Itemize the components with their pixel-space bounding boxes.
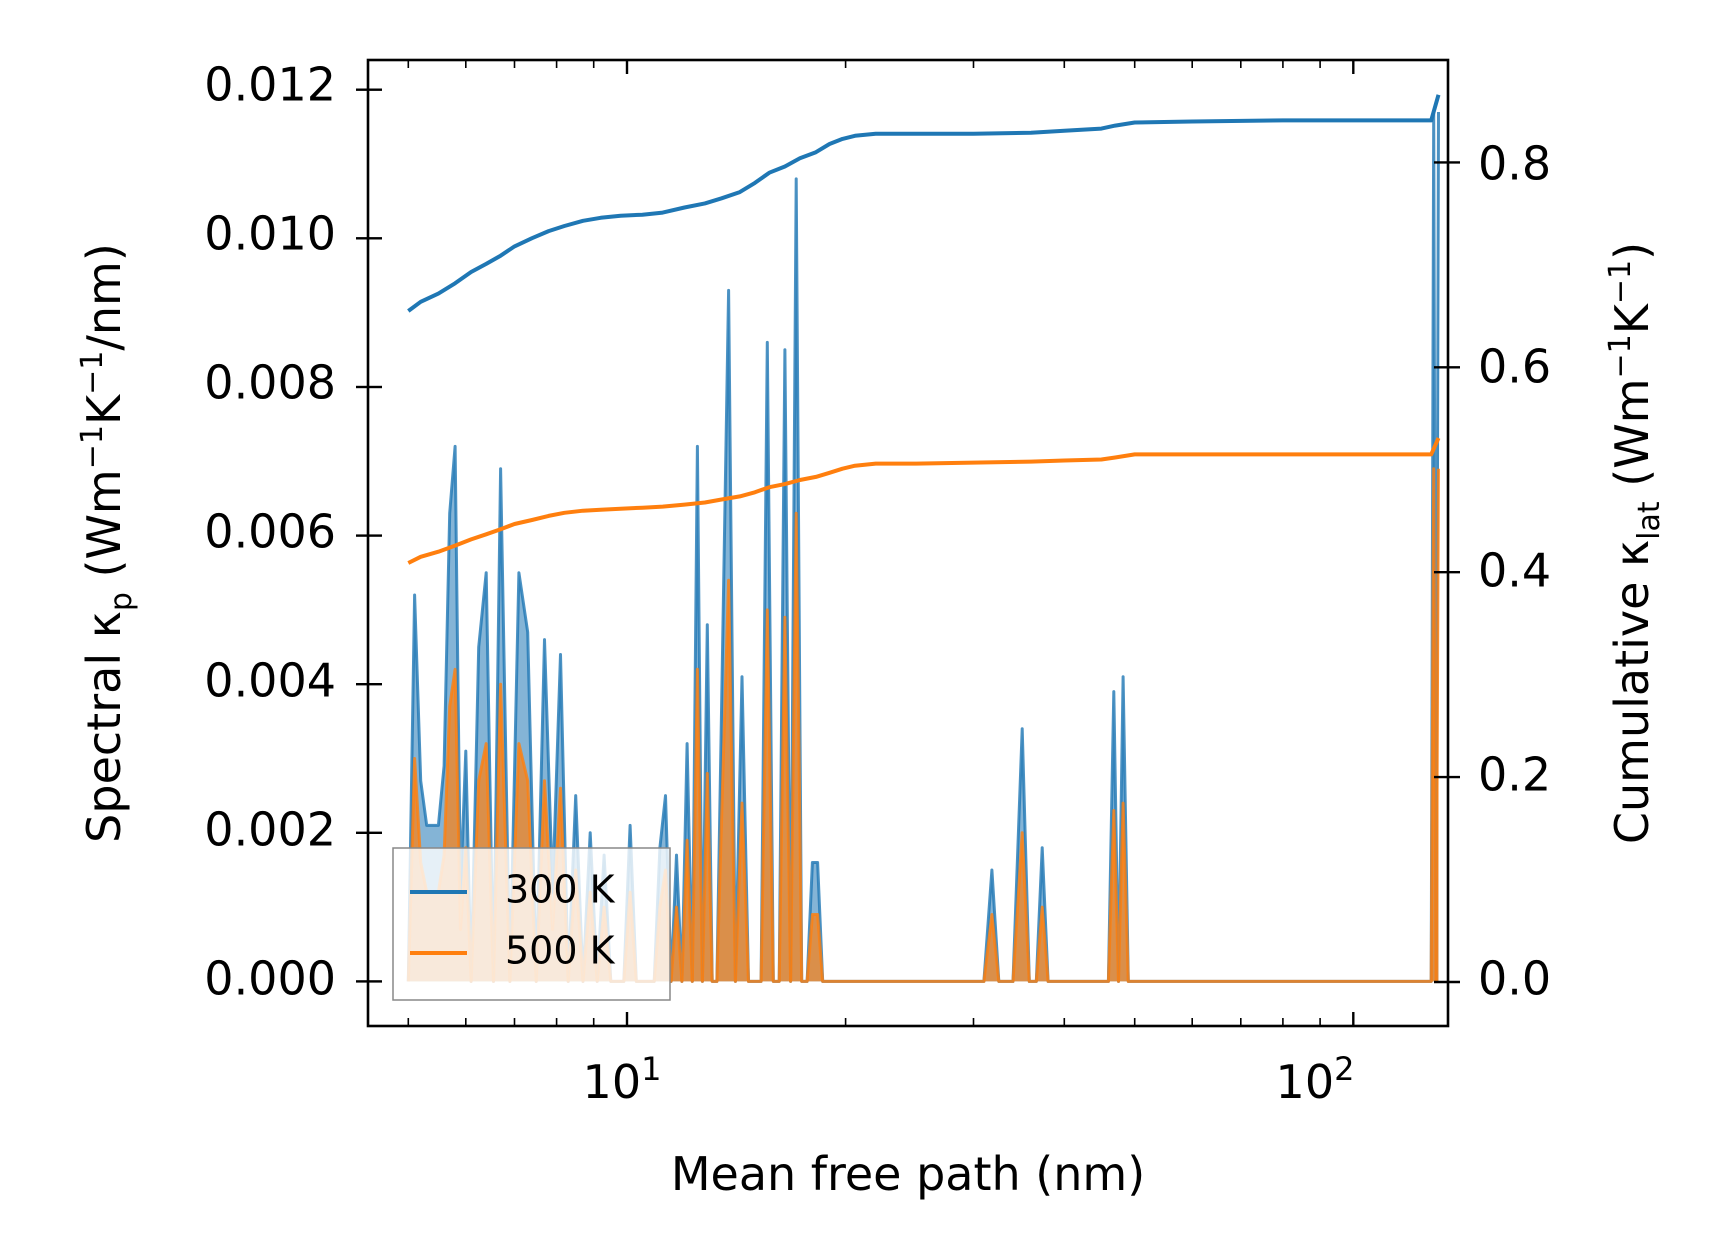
left-y-tick-label: 0.006 [204,505,336,559]
right-y-tick-label: 0.2 [1478,748,1551,802]
legend-label-500k: 500 K [505,929,616,973]
right-y-tick-label: 0.0 [1478,952,1551,1006]
plot-frame [366,58,1450,1028]
right-y-axis-title: Cumulative κlat (Wm−1K−1) [1603,242,1667,844]
left-y-tick-labels: 0.000 0.002 0.004 0.006 0.008 0.010 0.01… [204,58,336,1006]
left-y-tick-label: 0.012 [204,58,336,112]
cumulative-line-300k [407,94,1441,313]
right-y-tick-labels: 0.0 0.2 0.4 0.6 0.8 [1478,137,1551,1006]
legend-box [392,847,671,1001]
cumulative-line-500k [407,437,1441,565]
right-y-tick-label: 0.8 [1478,137,1551,191]
legend: 300 K 500 K [392,847,671,1001]
x-tick-label-10: 101 [583,1050,662,1109]
x-axis-title: Mean free path (nm) [671,1147,1145,1201]
ticks [356,60,1460,1026]
left-y-tick-label: 0.000 [204,952,336,1006]
right-y-tick-label: 0.4 [1478,544,1551,598]
left-y-tick-label: 0.010 [204,207,336,261]
left-y-tick-label: 0.008 [204,356,336,410]
left-y-tick-label: 0.002 [204,803,336,857]
legend-label-300k: 300 K [505,868,616,912]
spectral-line-500k [406,467,1440,983]
right-y-tick-label: 0.6 [1478,340,1551,394]
left-y-axis-title: Spectral κp (Wm−1K−1/nm) [75,243,139,843]
plot-content [406,94,1441,983]
x-tick-label-100: 102 [1276,1050,1355,1109]
left-y-tick-label: 0.004 [204,654,336,708]
